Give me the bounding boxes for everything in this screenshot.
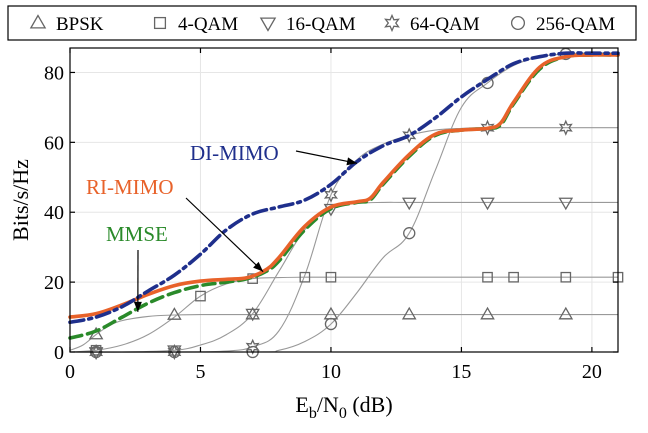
- marker-256-qam: [403, 227, 416, 240]
- plot-frame: [69, 47, 619, 353]
- legend-marker-16-qam: [259, 17, 277, 32]
- x-axis-label-n: /N: [317, 392, 339, 417]
- y-tick-label: 40: [44, 202, 64, 224]
- x-tick-label: 10: [321, 361, 341, 383]
- legend-label-256-qam: 256-QAM: [536, 14, 615, 35]
- x-axis-label: Eb/N0 (dB): [295, 392, 392, 422]
- x-axis-label-e: E: [295, 392, 308, 417]
- annotation-arrow-ri-mimo: [185, 197, 264, 273]
- legend-box: [7, 5, 637, 41]
- marker-4-qam: [299, 271, 311, 283]
- x-tick-label: 15: [451, 361, 471, 383]
- marker-16-qam: [245, 308, 260, 322]
- x-tick-label: 0: [65, 361, 75, 383]
- legend-marker-4-qam: [153, 16, 167, 30]
- marker-16-qam: [558, 197, 574, 211]
- marker-64-qam: [245, 338, 260, 355]
- x-axis-label-sub-0: 0: [339, 405, 347, 422]
- y-tick-label: 20: [44, 272, 64, 294]
- marker-4-qam: [195, 290, 206, 302]
- x-tick-label: 20: [582, 361, 602, 383]
- legend-marker-bpsk: [29, 14, 47, 29]
- annotation-arrowhead-mmse: [133, 301, 142, 312]
- y-tick-label: 0: [54, 342, 64, 364]
- x-axis-label-sub-b: b: [309, 405, 317, 422]
- marker-256-qam: [324, 317, 338, 331]
- legend-marker-256-qam: [510, 15, 526, 31]
- axis-ticks: 0 5 10 15 20 0 20 40 60 80: [44, 48, 618, 383]
- series-ri-mimo: [68, 53, 620, 319]
- marker-4-qam: [482, 271, 493, 283]
- annotation-di-mimo: DI-MIMO: [190, 141, 279, 165]
- legend-label-16-qam: 16-QAM: [286, 14, 356, 35]
- x-tick-label: 5: [195, 361, 205, 383]
- y-tick-label: 60: [44, 132, 64, 154]
- marker-bpsk: [558, 306, 574, 320]
- annotation-arrowhead-di-mimo: [346, 157, 358, 166]
- marker-bpsk: [480, 306, 495, 320]
- curve-4-qam: [69, 276, 618, 353]
- marker-16-qam: [401, 197, 417, 211]
- curve-16-qam: [69, 201, 618, 353]
- marker-64-qam: [480, 119, 495, 136]
- marker-16-qam: [88, 347, 104, 360]
- annotation-arrow-di-mimo: [295, 150, 358, 164]
- marker-4-qam: [560, 271, 572, 283]
- marker-4-qam: [508, 271, 519, 283]
- marker-64-qam: [558, 119, 573, 136]
- modulation-markers: [88, 47, 624, 361]
- marker-4-qam: [325, 271, 337, 283]
- legend-label-4-qam: 4-QAM: [178, 14, 238, 35]
- marker-16-qam: [480, 197, 495, 211]
- x-axis-label-unit: (dB): [347, 392, 393, 417]
- detector-series: [68, 51, 620, 340]
- marker-64-qam: [323, 186, 339, 203]
- annotations: DI-MIMO RI-MIMO MMSE: [86, 141, 358, 312]
- y-axis-label: Bits/s/Hz: [8, 159, 33, 241]
- marker-64-qam: [167, 343, 182, 361]
- grid: [69, 48, 618, 353]
- legend-label-64-qam: 64-QAM: [410, 14, 480, 35]
- legend: BPSK 4-QAM 16-QAM 64-QAM 256-QAM: [7, 5, 637, 41]
- marker-bpsk: [401, 306, 417, 320]
- y-tick-label: 80: [44, 62, 64, 84]
- legend-label-bpsk: BPSK: [56, 14, 104, 35]
- marker-64-qam: [89, 343, 104, 361]
- marker-bpsk: [167, 307, 182, 320]
- annotation-mmse: MMSE: [106, 222, 168, 246]
- legend-marker-64-qam: [384, 13, 400, 33]
- annotation-ri-mimo: RI-MIMO: [86, 175, 174, 199]
- series-di-mimo: [68, 51, 620, 325]
- annotation-arrowhead-ri-mimo: [253, 261, 264, 272]
